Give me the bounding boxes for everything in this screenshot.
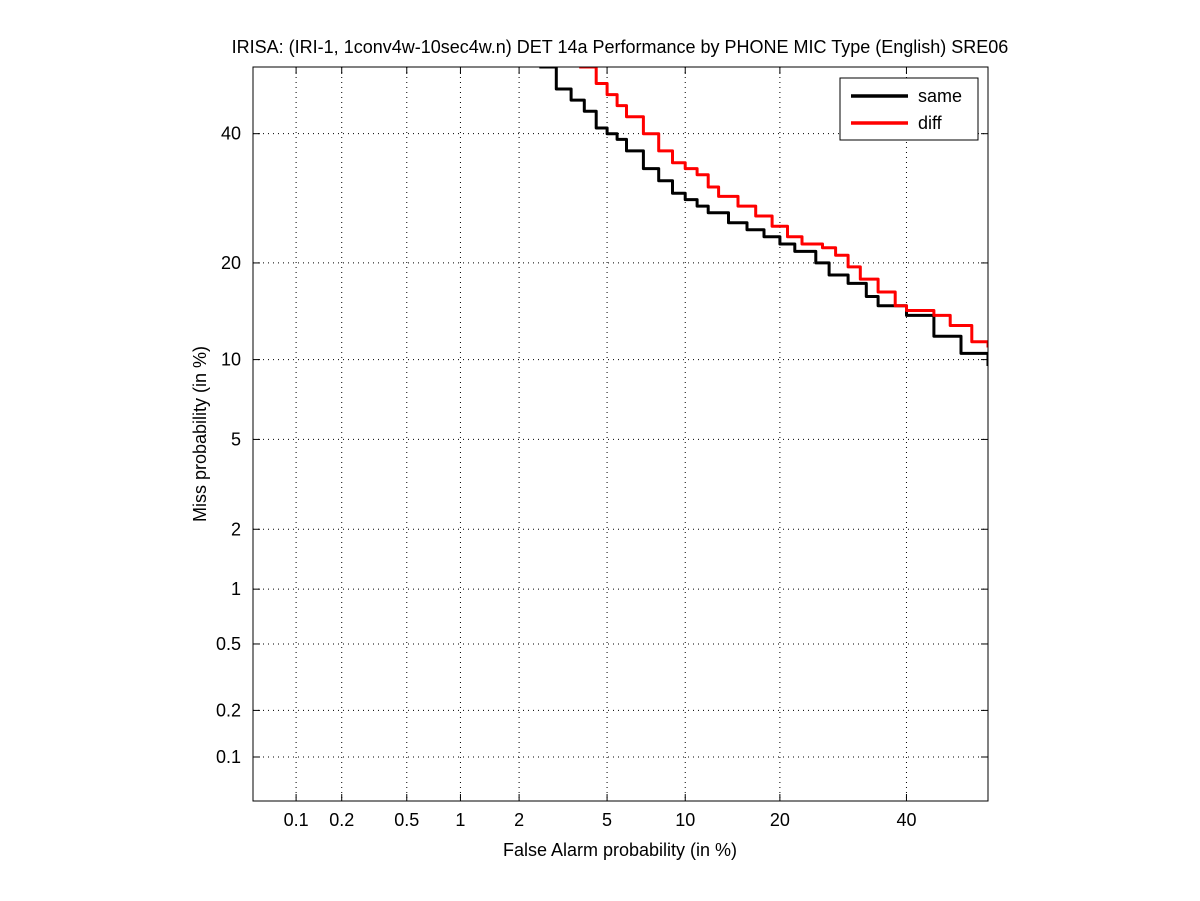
x-tick-label: 0.1 [284,810,309,830]
legend-label-same: same [918,86,962,106]
x-tick-label: 0.2 [329,810,354,830]
x-tick-label: 40 [896,810,916,830]
x-tick-label: 0.5 [394,810,419,830]
series-line-same [539,67,988,366]
y-axis-label: Miss probability (in %) [190,346,210,522]
series-line-diff [579,67,988,348]
y-tick-label: 10 [221,350,241,370]
y-axis-ticks: 0.1 0.2 0.5 1 2 5 10 20 40 [216,124,988,767]
y-tick-label: 1 [231,579,241,599]
x-tick-label: 5 [602,810,612,830]
legend-label-diff: diff [918,113,943,133]
y-tick-label: 5 [231,429,241,449]
plot-frame [252,66,989,802]
x-tick-label: 1 [455,810,465,830]
x-axis-label: False Alarm probability (in %) [503,840,737,860]
x-tick-label: 2 [514,810,524,830]
y-tick-label: 0.1 [216,747,241,767]
grid-lines [253,67,988,801]
x-axis-ticks: 0.1 0.2 0.5 1 2 5 10 20 40 [284,67,916,830]
series-layer [539,67,988,366]
legend: same diff [839,77,979,141]
y-tick-label: 2 [231,519,241,539]
y-tick-label: 0.2 [216,700,241,720]
chart-title: IRISA: (IRI-1, 1conv4w-10sec4w.n) DET 14… [232,37,1009,57]
x-tick-label: 10 [675,810,695,830]
y-tick-label: 40 [221,124,241,144]
x-tick-label: 20 [770,810,790,830]
legend-box [839,77,979,141]
y-tick-label: 0.5 [216,634,241,654]
y-tick-label: 20 [221,253,241,273]
